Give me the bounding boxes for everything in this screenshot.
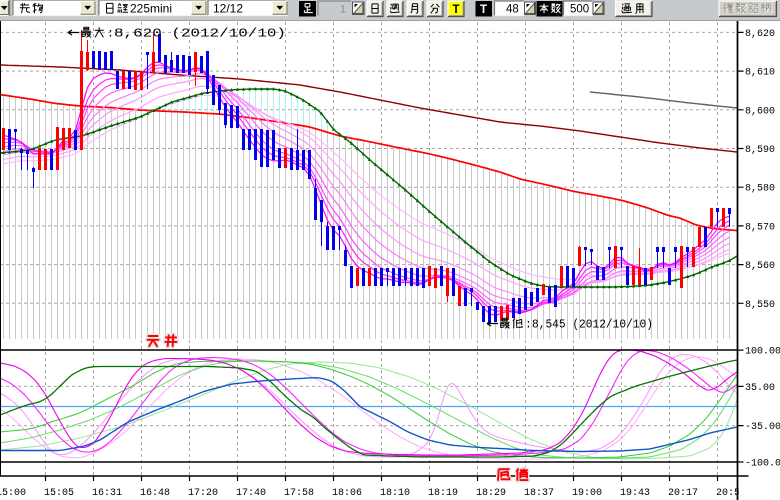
svg-text:8,550: 8,550 [745,299,775,311]
svg-text:19:00: 19:00 [572,487,602,499]
svg-text:18:19: 18:19 [428,487,458,499]
svg-text:8,600: 8,600 [745,105,775,117]
svg-text:-35.00: -35.00 [745,421,780,433]
svg-text:8,620 (2012/10/10): 8,620 (2012/10/10) [114,28,286,41]
svg-text:8,590: 8,590 [745,144,775,156]
svg-text:8,570: 8,570 [745,221,775,233]
svg-text:-100.00: -100.00 [745,458,780,470]
svg-text:16:31: 16:31 [92,487,122,499]
svg-text:17:58: 17:58 [284,487,314,499]
svg-text:8,580: 8,580 [745,183,775,195]
svg-text:1: 1 [340,4,346,16]
svg-text:8,560: 8,560 [745,260,775,272]
svg-text:18:06: 18:06 [332,487,362,499]
svg-text:48: 48 [506,4,519,16]
svg-text:T: T [480,4,487,16]
svg-text:17:20: 17:20 [188,487,218,499]
svg-text:8,610: 8,610 [745,67,775,79]
svg-text:17:40: 17:40 [236,487,266,499]
svg-text::: : [525,319,532,332]
svg-text:15:05: 15:05 [44,487,74,499]
svg-text:500: 500 [570,4,589,16]
svg-text:19:43: 19:43 [620,487,650,499]
svg-text:20:52: 20:52 [716,487,746,499]
svg-text:15:00: 15:00 [0,487,26,499]
svg-text:12/12: 12/12 [213,2,243,16]
svg-text:8,545 (2012/10/10): 8,545 (2012/10/10) [532,319,653,332]
svg-text:18:37: 18:37 [524,487,554,499]
svg-text:35.00: 35.00 [745,382,775,394]
svg-text:16:48: 16:48 [140,487,170,499]
svg-text:20:17: 20:17 [668,487,698,499]
svg-text:T: T [453,4,460,16]
svg-text:18:29: 18:29 [476,487,506,499]
svg-text:225mini: 225mini [130,2,172,16]
svg-text:100.00: 100.00 [745,346,780,358]
svg-text:18:10: 18:10 [380,487,410,499]
svg-text:8,620: 8,620 [745,28,775,40]
svg-text::: : [107,28,114,41]
